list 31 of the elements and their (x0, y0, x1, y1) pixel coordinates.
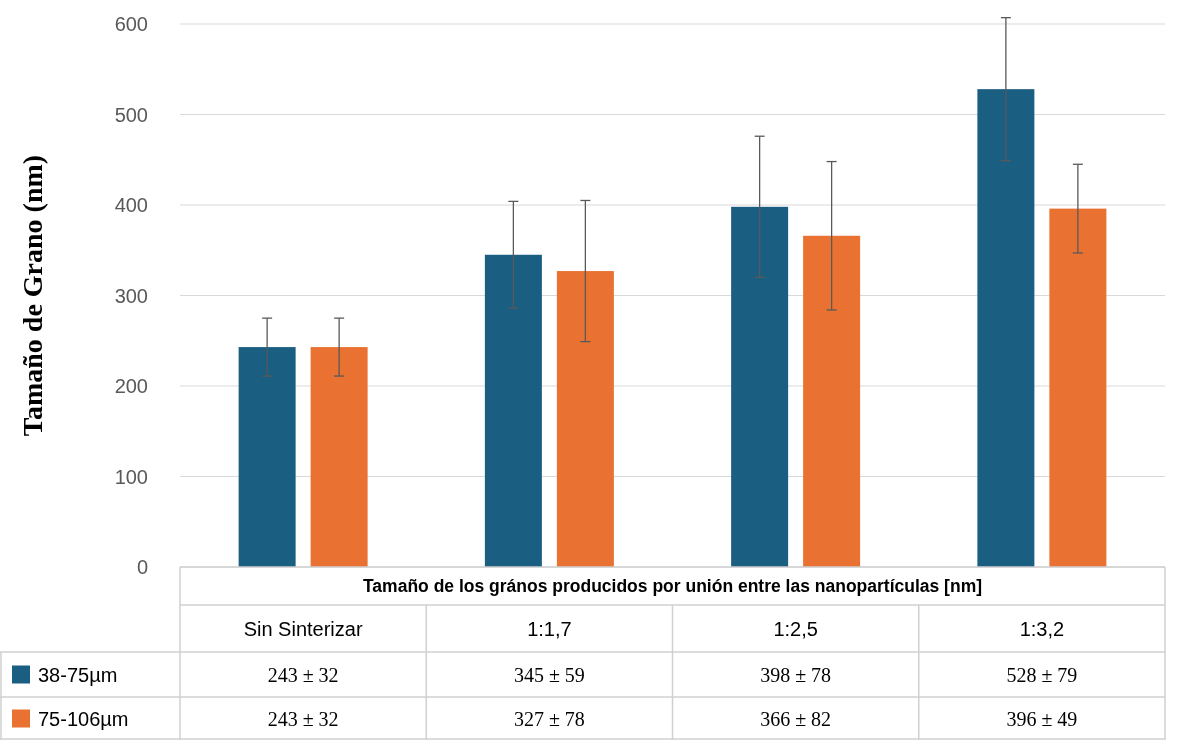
legend-label: 75-106µm (38, 707, 129, 730)
y-tick-label: 0 (136, 556, 148, 578)
x-tick-label: Sin Sinterizar (243, 617, 363, 640)
data-label: 396 ± 49 (1006, 707, 1078, 730)
bar (484, 254, 542, 567)
data-label: 528 ± 79 (1006, 663, 1078, 686)
y-tick-label: 300 (114, 284, 148, 307)
bar (238, 347, 296, 567)
legend-label: 38-75µm (38, 663, 118, 686)
bar (977, 89, 1035, 567)
x-tick-label: 1:3,2 (1019, 617, 1065, 640)
bar (556, 271, 614, 567)
data-label: 243 ± 32 (267, 707, 339, 730)
data-label: 327 ± 78 (513, 707, 585, 730)
x-tick-label: 1:1,7 (527, 617, 572, 640)
x-tick-label: 1:2,5 (773, 617, 818, 640)
y-tick-label: 200 (114, 375, 148, 397)
bar (1049, 208, 1107, 567)
bar (310, 347, 368, 567)
bar (803, 235, 861, 567)
data-label: 243 ± 32 (267, 663, 339, 686)
x-axis-title: Tamaño de los grános producidos por unión entre las nanopartículas [nm] (362, 576, 983, 597)
y-tick-label: 500 (114, 103, 148, 126)
data-label: 398 ± 78 (760, 663, 832, 686)
y-tick-label: 400 (114, 194, 148, 216)
data-label: 366 ± 82 (760, 707, 832, 730)
y-axis-title: Tamaño de Grano (nm) (17, 154, 48, 437)
y-tick-label: 600 (114, 13, 148, 35)
bar (731, 206, 789, 567)
data-label: 345 ± 59 (513, 663, 585, 686)
y-tick-label: 100 (114, 465, 148, 488)
